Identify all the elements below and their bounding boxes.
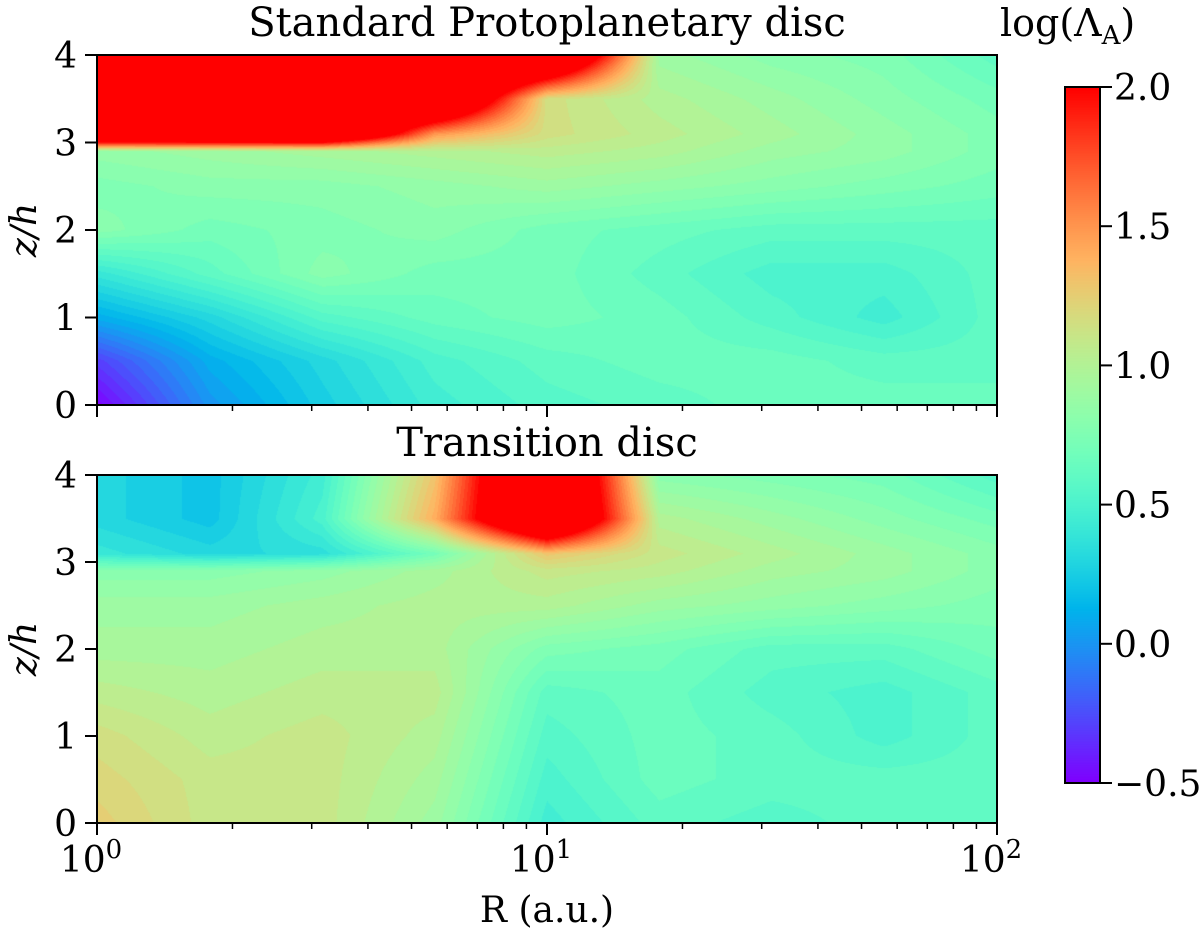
y-tick-label: 1: [54, 299, 77, 340]
colorbar-tick-label: 0.5: [1114, 486, 1171, 527]
y-tick-label: 0: [54, 804, 77, 845]
heatmap-transition-disc: [97, 475, 997, 823]
x-tick-base: 10: [60, 840, 106, 881]
title-transition-disc: Transition disc: [396, 420, 697, 466]
colorbar-tick-label: −0.5: [1114, 764, 1200, 805]
colorbar-label: log(ΛA): [1000, 1, 1135, 51]
plot-frame: [96, 54, 998, 406]
colorbar-tick-label: 1.0: [1114, 346, 1171, 387]
colorbar-tick-label: 0.0: [1114, 625, 1171, 666]
colorbar-label-close: ): [1120, 1, 1135, 45]
y-axis-label-top: z/h: [4, 203, 45, 258]
y-tick-label: 4: [54, 36, 77, 77]
colorbar-frame: [1064, 86, 1101, 784]
x-tick-base: 10: [960, 840, 1006, 881]
colorbar-gradient: [1065, 87, 1100, 783]
plot-frame: [96, 474, 998, 824]
colorbar-tick-label: 1.5: [1114, 207, 1171, 248]
heatmap-standard-disc: [97, 55, 997, 405]
colorbar-label-sub: A: [1101, 21, 1122, 51]
x-axis-label: R (a.u.): [480, 890, 614, 931]
y-axis-label-bottom: z/h: [4, 622, 45, 677]
y-tick-label: 1: [54, 717, 77, 758]
x-tick-label: 100: [60, 835, 122, 881]
x-tick-exponent: 0: [106, 835, 123, 865]
y-tick-label: 3: [54, 543, 77, 584]
x-tick-exponent: 1: [556, 835, 573, 865]
colorbar-tick-label: 2.0: [1114, 68, 1171, 109]
y-tick-label: 0: [54, 386, 77, 427]
colorbar-label-main: log(Λ: [1000, 1, 1102, 45]
y-tick-label: 4: [54, 456, 77, 497]
x-tick-label: 102: [960, 835, 1022, 881]
y-tick-label: 2: [54, 630, 77, 671]
title-standard-disc: Standard Protoplanetary disc: [248, 0, 846, 46]
y-tick-label: 3: [54, 124, 77, 165]
x-tick-label: 101: [510, 835, 572, 881]
y-tick-label: 2: [54, 211, 77, 252]
x-tick-exponent: 2: [1006, 835, 1023, 865]
x-tick-base: 10: [510, 840, 556, 881]
